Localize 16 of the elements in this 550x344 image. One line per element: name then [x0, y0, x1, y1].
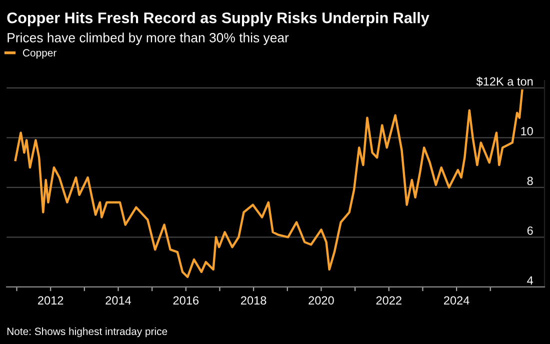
chart-subtitle: Prices have climbed by more than 30% this year	[8, 32, 289, 45]
y-tick-label: $12K a ton	[476, 76, 533, 86]
y-tick-label: 10	[521, 127, 533, 136]
x-tick-label: 2020	[308, 296, 334, 305]
x-tick-label: 2012	[38, 296, 64, 305]
legend-label: Copper	[23, 49, 56, 59]
y-tick-label: 4	[527, 276, 534, 284]
text: Note: Shows highest intraday price	[7, 327, 168, 338]
x-tick-label: 2014	[106, 296, 132, 305]
y-tick-label: 8	[527, 176, 533, 186]
y-tick-label: 6	[527, 226, 533, 235]
x-tick-label: 2018	[241, 296, 266, 305]
x-tick-label: 2016	[173, 296, 199, 305]
chart-title: Copper Hits Fresh Record as Supply Risks Underpin Rally	[7, 12, 430, 26]
x-tick-label: 2024	[444, 296, 470, 305]
x-tick-label: 2022	[376, 296, 402, 305]
